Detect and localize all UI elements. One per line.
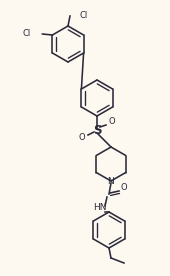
Text: S: S bbox=[93, 123, 101, 137]
Text: HN: HN bbox=[93, 203, 107, 213]
Text: O: O bbox=[121, 182, 127, 192]
Text: Cl: Cl bbox=[80, 10, 88, 20]
Text: O: O bbox=[109, 116, 115, 126]
Text: O: O bbox=[79, 134, 85, 142]
Text: N: N bbox=[108, 177, 114, 187]
Text: Cl: Cl bbox=[22, 30, 30, 38]
